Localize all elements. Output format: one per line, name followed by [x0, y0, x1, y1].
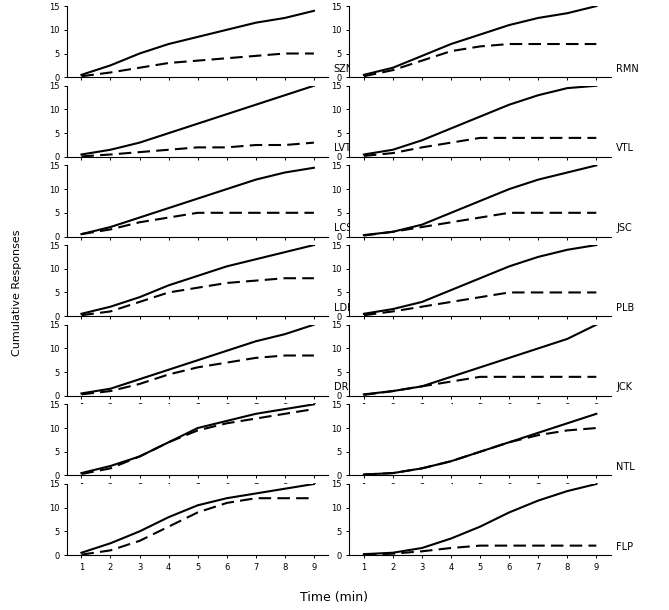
Text: LCS: LCS [334, 223, 352, 233]
Text: Time (min): Time (min) [300, 591, 369, 604]
Text: JCK: JCK [616, 382, 632, 392]
Text: SZN: SZN [334, 63, 354, 74]
Text: JSC: JSC [616, 223, 632, 233]
Text: FLP: FLP [616, 542, 634, 551]
Text: Cumulative Responses: Cumulative Responses [12, 229, 21, 356]
Text: DRS: DRS [334, 382, 355, 392]
Text: NTL: NTL [616, 462, 635, 472]
Text: PLB: PLB [616, 303, 634, 312]
Text: LVT: LVT [334, 143, 351, 153]
Text: RMN: RMN [616, 63, 639, 74]
Text: VTL: VTL [616, 143, 634, 153]
Text: LDN: LDN [334, 303, 354, 312]
